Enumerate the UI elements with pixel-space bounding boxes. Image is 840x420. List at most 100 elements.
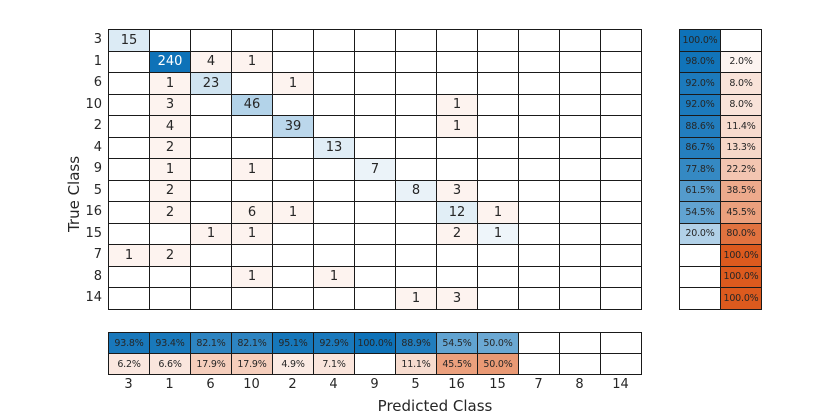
row-summary-correct-cell: 86.7%: [680, 137, 721, 159]
matrix-cell: [355, 180, 396, 202]
matrix-cell: [478, 266, 519, 288]
x-tick-label: 3: [124, 377, 133, 392]
column-summary-incorrect-cell: 6.6%: [150, 354, 191, 375]
matrix-cell: [437, 266, 478, 288]
matrix-cell: 4: [191, 51, 232, 73]
row-summary-correct-cell: [680, 245, 721, 267]
row-summary-correct-cell: 92.0%: [680, 94, 721, 116]
y-tick-label: 9: [93, 161, 102, 176]
y-tick-label: 6: [93, 75, 102, 90]
column-summary-correct-cell: 95.1%: [273, 333, 314, 354]
matrix-cell: [396, 73, 437, 95]
matrix-cell-diagonal: 39: [273, 116, 314, 138]
matrix-cell: 2: [150, 245, 191, 267]
row-summary-correct-cell: 61.5%: [680, 180, 721, 202]
matrix-cell-diagonal: 46: [232, 94, 273, 116]
matrix-cell: [601, 159, 642, 181]
matrix-cell: [519, 137, 560, 159]
y-tick-label: 4: [93, 139, 102, 155]
matrix-cell: [273, 137, 314, 159]
matrix-cell: [273, 180, 314, 202]
matrix-cell: [355, 223, 396, 245]
matrix-cell: [601, 30, 642, 52]
matrix-cell: [314, 202, 355, 224]
matrix-cell: [232, 180, 273, 202]
matrix-cell: [355, 51, 396, 73]
matrix-cell: [437, 30, 478, 52]
matrix-cell: [478, 94, 519, 116]
matrix-cell: [109, 94, 150, 116]
matrix-cell: [560, 159, 601, 181]
matrix-cell: [478, 245, 519, 267]
y-tick-label: 14: [85, 290, 102, 305]
matrix-cell: 3: [150, 94, 191, 116]
matrix-cell: [109, 51, 150, 73]
matrix-cell: [437, 245, 478, 267]
matrix-cell: [560, 116, 601, 138]
y-tick-label: 16: [85, 204, 102, 219]
matrix-cell: [519, 223, 560, 245]
row-summary-incorrect-cell: 2.0%: [721, 51, 762, 73]
matrix-cell: [560, 288, 601, 310]
matrix-cell: [519, 202, 560, 224]
confusion-matrix-grid: 15 240 4 1 1 23 1 3 46 1 4 39 1 2 13 1 1 7 2 8 3 2 6 1 12 1 1 1 2 1 1 2…: [108, 29, 642, 310]
matrix-cell: [437, 73, 478, 95]
row-summary-correct-cell: 20.0%: [680, 223, 721, 245]
matrix-cell: [109, 266, 150, 288]
matrix-cell: [109, 288, 150, 310]
matrix-cell: [601, 51, 642, 73]
column-summary-correct-cell: 100.0%: [355, 333, 396, 354]
matrix-cell: [191, 116, 232, 138]
row-summary-incorrect-cell: 38.5%: [721, 180, 762, 202]
matrix-cell: 1: [191, 223, 232, 245]
column-summary-correct-cell: 88.9%: [396, 333, 437, 354]
matrix-cell: 1: [273, 202, 314, 224]
matrix-cell: [355, 266, 396, 288]
matrix-cell: 1: [437, 116, 478, 138]
y-tick-label: 2: [93, 118, 102, 133]
matrix-cell: [191, 94, 232, 116]
column-summary-incorrect-cell: [601, 354, 642, 375]
matrix-cell: [560, 137, 601, 159]
row-summary-incorrect-cell: 8.0%: [721, 73, 762, 95]
matrix-cell: [273, 30, 314, 52]
column-summary-incorrect-cell: [560, 354, 601, 375]
matrix-cell: [601, 137, 642, 159]
column-summary-incorrect-cell: 45.5%: [437, 354, 478, 375]
matrix-cell: [601, 266, 642, 288]
matrix-cell: 6: [232, 202, 273, 224]
matrix-cell: 1: [232, 51, 273, 73]
matrix-cell: [191, 202, 232, 224]
column-summary-correct-cell: 54.5%: [437, 333, 478, 354]
matrix-cell: [560, 94, 601, 116]
matrix-cell: [273, 288, 314, 310]
matrix-cell: [150, 30, 191, 52]
matrix-cell: [314, 159, 355, 181]
matrix-cell: [273, 51, 314, 73]
matrix-cell: [478, 116, 519, 138]
column-summary-incorrect-cell: 50.0%: [478, 354, 519, 375]
matrix-cell: 3: [437, 288, 478, 310]
column-summary-incorrect-cell: 11.1%: [396, 354, 437, 375]
row-summary-incorrect-cell: 80.0%: [721, 223, 762, 245]
matrix-cell: 1: [150, 73, 191, 95]
matrix-cell: [437, 137, 478, 159]
matrix-cell: [191, 159, 232, 181]
x-tick-label: 8: [575, 377, 584, 392]
matrix-cell-diagonal: 240: [150, 51, 191, 73]
column-summary-correct-cell: [519, 333, 560, 354]
matrix-cell: [150, 288, 191, 310]
row-summary-correct-cell: 98.0%: [680, 51, 721, 73]
matrix-cell: [191, 30, 232, 52]
matrix-cell: [232, 116, 273, 138]
matrix-cell: [314, 288, 355, 310]
matrix-cell-diagonal: 8: [396, 180, 437, 202]
matrix-cell: [560, 180, 601, 202]
matrix-cell-diagonal: 23: [191, 73, 232, 95]
column-summary-correct-cell: [601, 333, 642, 354]
matrix-cell: [314, 30, 355, 52]
x-tick-label: 14: [612, 377, 629, 392]
matrix-cell: [191, 245, 232, 267]
row-summary-correct-cell: 92.0%: [680, 73, 721, 95]
y-tick-label: 5: [93, 182, 102, 198]
